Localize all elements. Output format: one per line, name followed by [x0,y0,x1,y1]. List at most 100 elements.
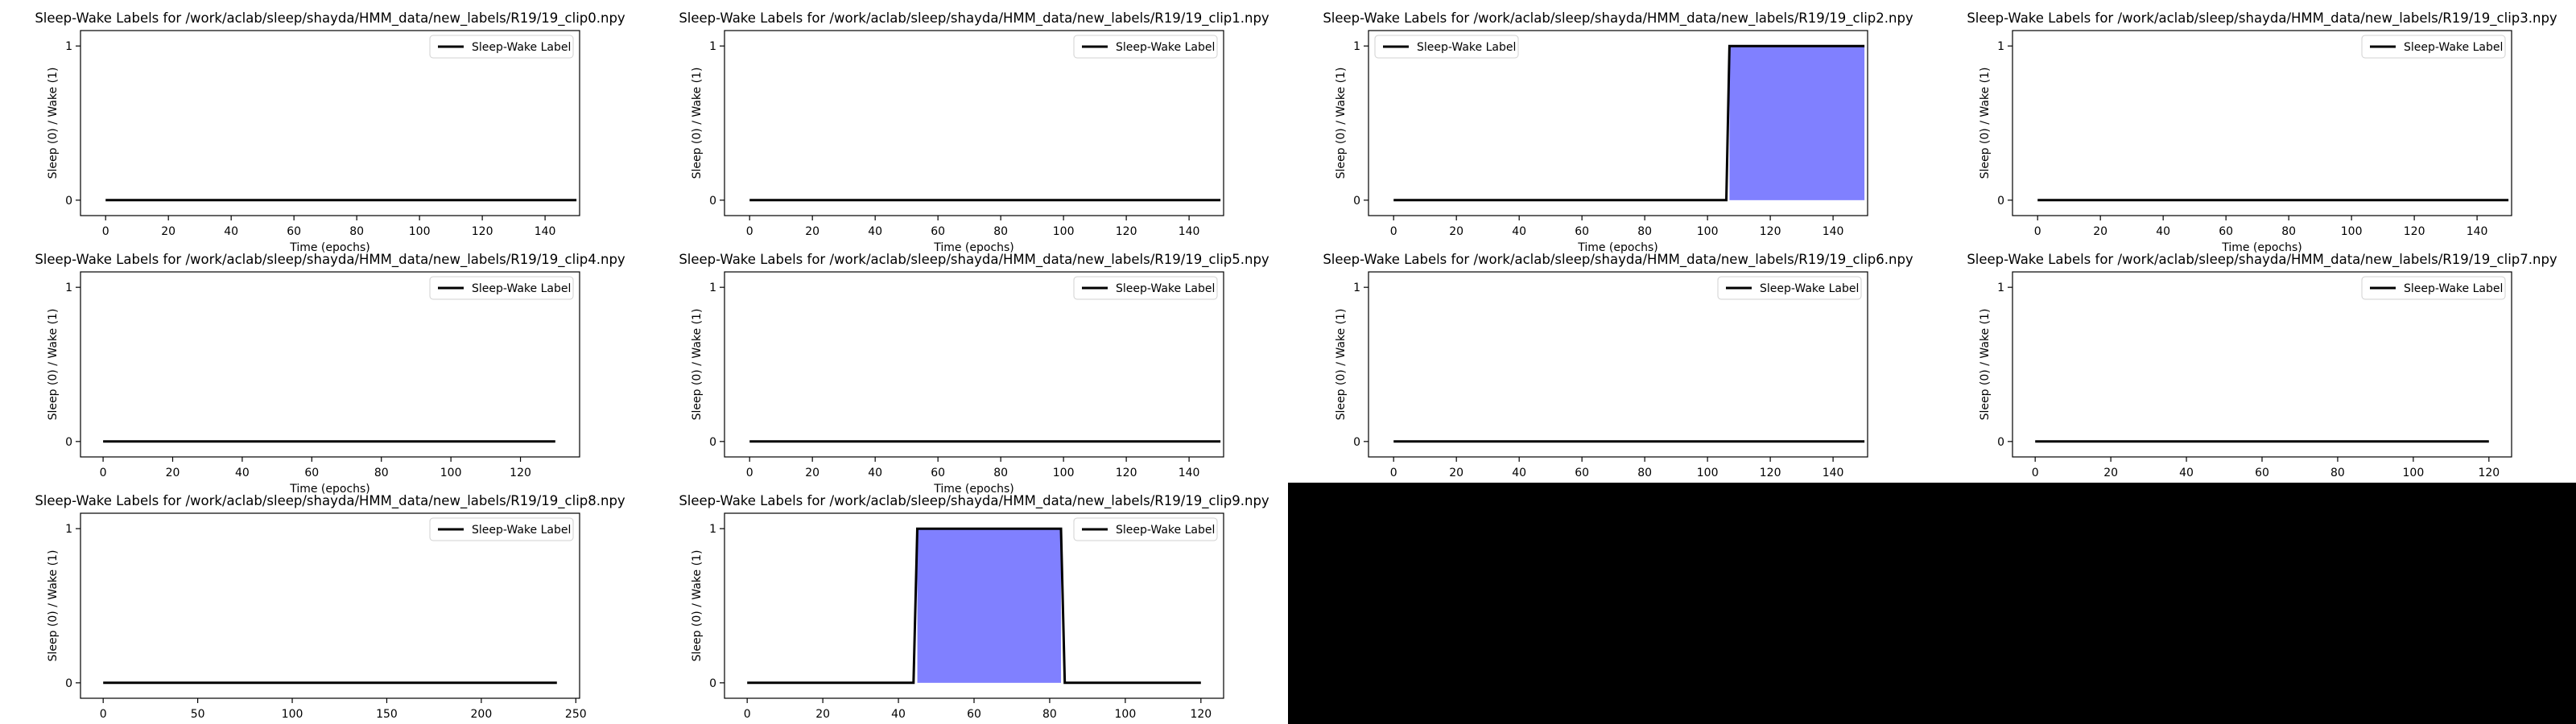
legend-label: Sleep-Wake Label [1116,41,1215,54]
plot-area [2012,271,2512,458]
y-tick-label: 0 [1997,436,2004,449]
y-tick-label: 1 [1997,282,2004,294]
x-tick-label: 80 [1637,467,1652,479]
plot-area [80,512,580,699]
x-tick-label: 80 [2330,467,2345,479]
chart-9: Sleep-Wake Labels for /work/aclab/sleep/… [679,493,1269,721]
x-tick-label: 20 [815,708,830,721]
x-tick-label: 140 [1179,225,1200,238]
x-tick-label: 0 [1390,467,1397,479]
legend-box [1073,517,1218,541]
legend-box [429,276,574,300]
y-axis-label: Sleep (0) / Wake (1) [691,550,704,662]
x-tick-label: 0 [2034,225,2041,238]
y-axis-label: Sleep (0) / Wake (1) [1335,309,1348,421]
x-tick-label: 100 [1697,467,1719,479]
legend-label: Sleep-Wake Label [1417,41,1516,54]
x-tick-label: 140 [2467,225,2488,238]
x-tick-label: 100 [409,225,431,238]
x-tick-label: 40 [235,467,250,479]
y-tick-label: 0 [65,677,72,690]
x-tick-label: 60 [931,225,945,238]
x-tick-label: 40 [2156,225,2170,238]
x-axis-label: Time (epochs) [1577,241,1658,254]
chart-title: Sleep-Wake Labels for /work/aclab/sleep/… [679,252,1269,268]
legend-box [1374,35,1519,59]
y-axis-label: Sleep (0) / Wake (1) [691,309,704,421]
legend-box [1073,35,1218,59]
x-tick-label: 140 [1179,467,1200,479]
legend: Sleep-Wake Label [2361,35,2506,59]
x-tick-label: 0 [1390,225,1397,238]
x-tick-label: 140 [1823,225,1844,238]
x-tick-label: 40 [224,225,238,238]
series-line-sleep-wake-label [1393,44,1865,202]
black-region-overlay [1288,483,2576,724]
x-tick-label: 100 [282,708,303,721]
x-tick-label: 100 [2403,467,2425,479]
x-tick-label: 0 [744,708,751,721]
x-tick-label: 60 [304,467,319,479]
x-tick-label: 40 [891,708,906,721]
chart-6: Sleep-Wake Labels for /work/aclab/sleep/… [1323,252,1913,496]
x-tick-label: 20 [805,467,819,479]
x-tick-label: 60 [967,708,981,721]
chart-title: Sleep-Wake Labels for /work/aclab/sleep/… [679,493,1269,509]
x-tick-label: 100 [1697,225,1719,238]
x-tick-label: 250 [565,708,587,721]
y-tick-label: 0 [65,195,72,208]
y-tick-label: 1 [65,523,72,536]
x-tick-label: 20 [805,225,819,238]
y-tick-label: 1 [1353,282,1360,294]
legend-label: Sleep-Wake Label [472,282,571,295]
x-axis-label: Time (epochs) [933,241,1014,254]
y-axis-label: Sleep (0) / Wake (1) [47,68,60,179]
x-tick-label: 20 [2103,467,2118,479]
chart-title: Sleep-Wake Labels for /work/aclab/sleep/… [35,252,625,268]
legend-label: Sleep-Wake Label [2404,41,2503,54]
y-axis-label: Sleep (0) / Wake (1) [47,550,60,662]
x-tick-label: 120 [1190,708,1212,721]
y-axis-label: Sleep (0) / Wake (1) [1979,309,1992,421]
legend-label: Sleep-Wake Label [472,524,571,537]
y-axis-label: Sleep (0) / Wake (1) [1335,68,1348,179]
plot-area [80,271,580,458]
legend: Sleep-Wake Label [1717,276,1862,300]
x-tick-label: 120 [1116,467,1137,479]
x-tick-label: 120 [2404,225,2425,238]
plot-area [724,30,1224,216]
x-tick-label: 80 [1637,225,1652,238]
y-tick-label: 0 [1353,436,1360,449]
legend-box [2361,35,2506,59]
chart-0: Sleep-Wake Labels for /work/aclab/sleep/… [35,10,625,254]
x-tick-label: 120 [510,467,531,479]
y-tick-label: 0 [1997,195,2004,208]
x-tick-label: 120 [2478,467,2500,479]
x-tick-label: 60 [931,467,945,479]
x-tick-label: 40 [868,225,882,238]
x-tick-label: 0 [102,225,109,238]
y-tick-label: 1 [709,40,716,53]
legend-box [1073,276,1218,300]
y-tick-label: 1 [65,40,72,53]
x-tick-label: 120 [1760,225,1781,238]
x-tick-label: 20 [166,467,180,479]
chart-title: Sleep-Wake Labels for /work/aclab/sleep/… [679,10,1269,27]
chart-title: Sleep-Wake Labels for /work/aclab/sleep/… [1323,252,1913,268]
y-tick-label: 1 [1353,40,1360,53]
y-axis-label: Sleep (0) / Wake (1) [1979,68,1992,179]
chart-7: Sleep-Wake Labels for /work/aclab/sleep/… [1967,252,2557,496]
x-tick-label: 100 [1115,708,1137,721]
legend: Sleep-Wake Label [2361,276,2506,300]
y-axis-label: Sleep (0) / Wake (1) [47,309,60,421]
x-tick-label: 0 [746,467,753,479]
x-tick-label: 120 [1760,467,1781,479]
plot-area [2012,30,2512,216]
x-axis-label: Time (epochs) [2221,241,2302,254]
x-axis-label: Time (epochs) [289,241,370,254]
x-axis-label: Time (epochs) [933,483,1014,496]
chart-4: Sleep-Wake Labels for /work/aclab/sleep/… [35,252,625,496]
chart-title: Sleep-Wake Labels for /work/aclab/sleep/… [35,10,625,27]
legend: Sleep-Wake Label [429,276,574,300]
